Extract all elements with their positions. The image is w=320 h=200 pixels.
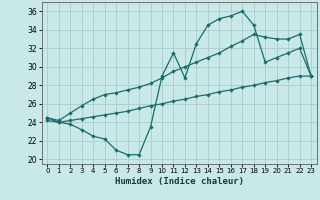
X-axis label: Humidex (Indice chaleur): Humidex (Indice chaleur) [115,177,244,186]
